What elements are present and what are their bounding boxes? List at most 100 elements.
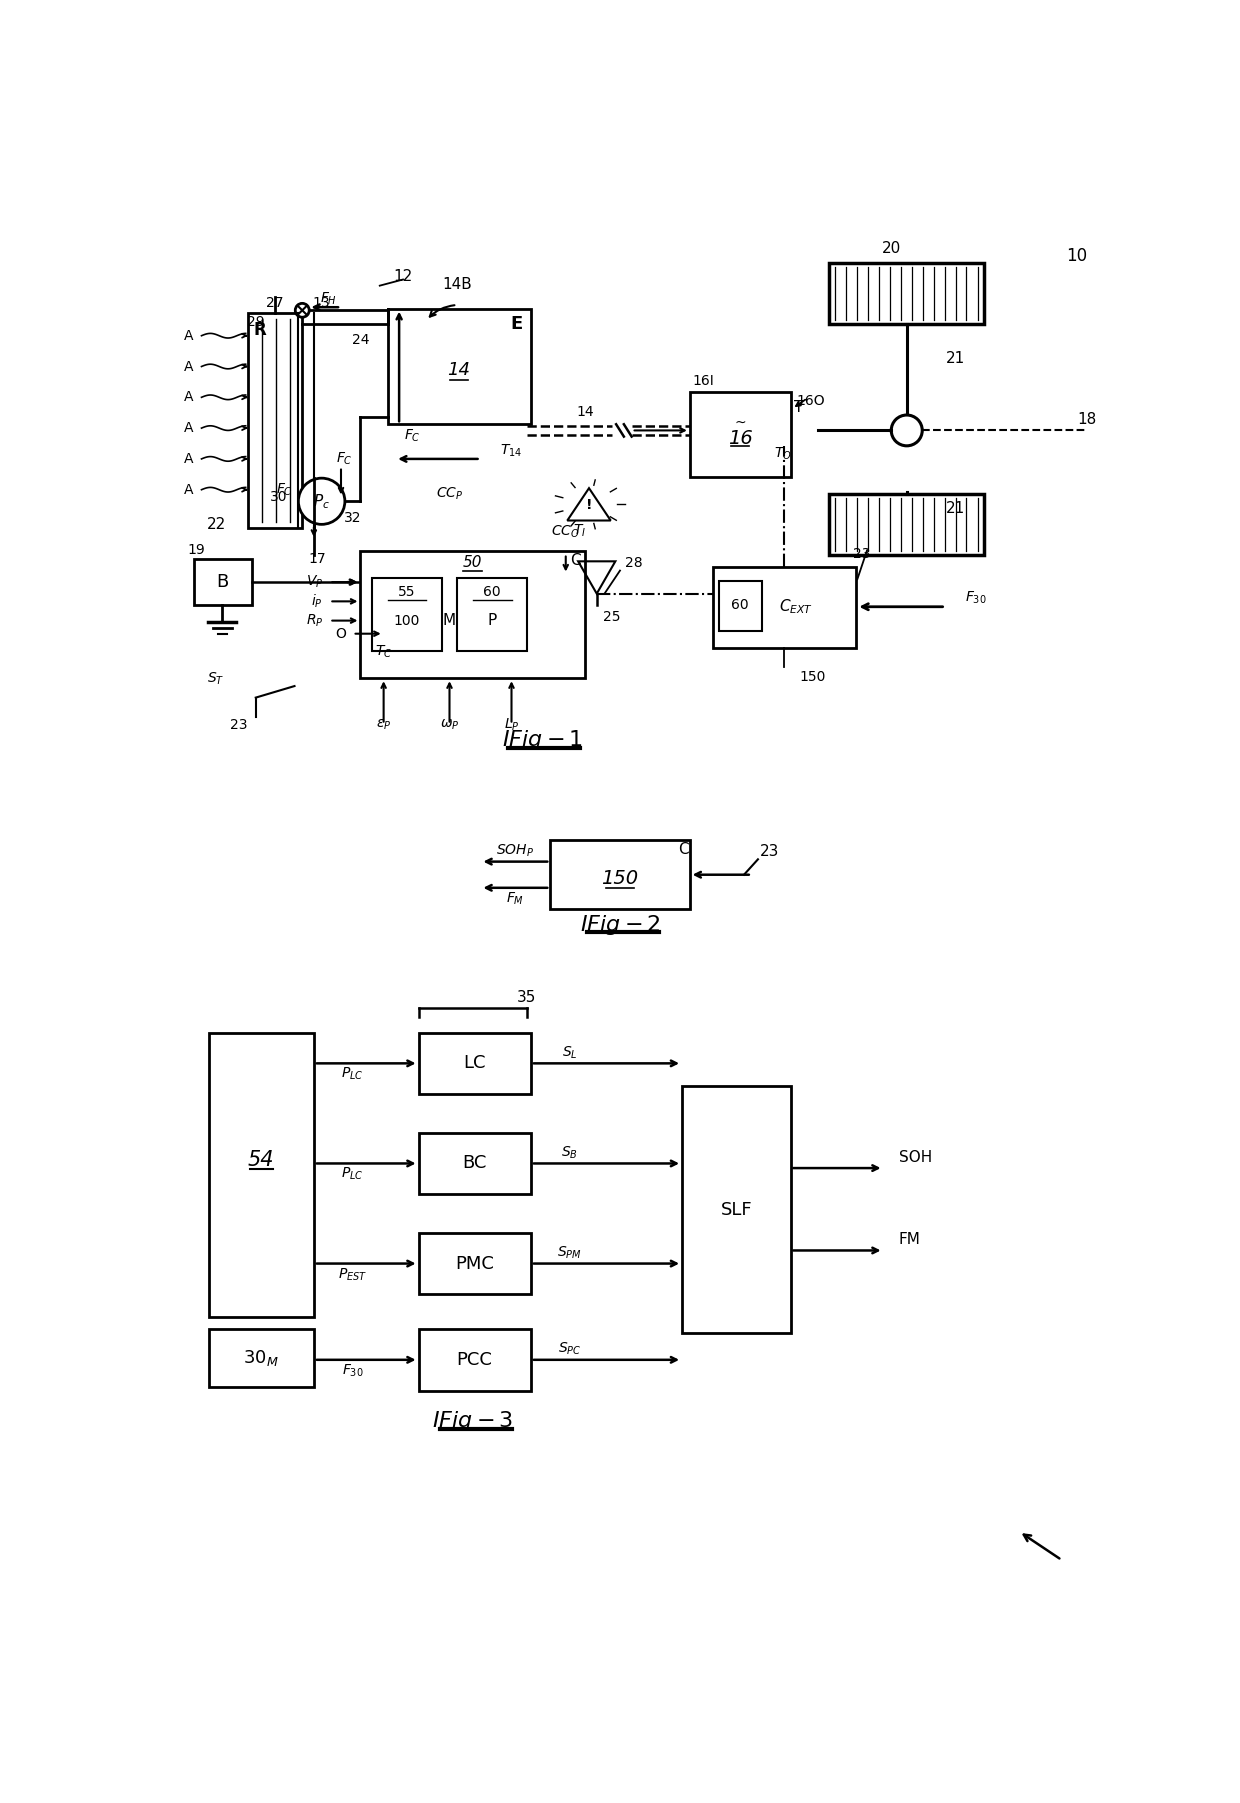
Text: $P_c$: $P_c$ [314,492,330,510]
Bar [682,1087,791,1332]
Text: $S_{PM}$: $S_{PM}$ [557,1244,582,1260]
Text: $L_P$: $L_P$ [503,716,520,732]
Text: M: M [443,613,456,627]
Bar [387,308,531,424]
Text: 16I: 16I [693,375,714,388]
Text: 13: 13 [312,296,330,310]
Text: $CC_O$: $CC_O$ [552,525,580,541]
Text: C: C [678,842,689,856]
Bar [830,494,985,555]
Text: SLF: SLF [720,1201,753,1219]
Text: $\omega_P$: $\omega_P$ [440,718,459,732]
Text: $T_C$: $T_C$ [374,644,392,660]
Text: 19: 19 [187,543,206,557]
Text: 17: 17 [309,552,326,566]
Text: FM: FM [899,1231,921,1248]
Text: 54: 54 [248,1150,274,1170]
Text: 23: 23 [853,546,870,561]
Text: A: A [185,453,193,465]
Text: A: A [185,483,193,496]
Text: A: A [185,422,193,435]
Text: $C_{EXT}$: $C_{EXT}$ [779,597,813,617]
Text: 25: 25 [603,609,620,624]
Text: 24: 24 [352,332,370,346]
Bar [551,840,689,909]
Text: $P_{LC}$: $P_{LC}$ [341,1167,363,1183]
Bar [713,566,857,647]
Text: $R_P$: $R_P$ [306,613,324,629]
Circle shape [892,415,923,445]
Text: !: ! [585,498,593,512]
Text: $P_{LC}$: $P_{LC}$ [341,1066,363,1082]
Bar [210,1329,314,1387]
Text: SOH: SOH [899,1150,932,1165]
Bar [689,391,791,476]
Text: $F_H$: $F_H$ [320,290,337,307]
Bar [361,552,585,678]
Text: $F_C$: $F_C$ [277,481,293,498]
Text: B: B [216,573,228,591]
Bar [419,1233,531,1295]
Text: $F_C$: $F_C$ [404,427,420,444]
Bar [458,579,527,651]
Text: 28: 28 [625,555,642,570]
Text: 29: 29 [247,316,264,328]
Text: $30_M$: $30_M$ [243,1347,279,1367]
Circle shape [295,303,309,317]
Text: $T_I$: $T_I$ [573,523,587,539]
Text: $IFig-1$: $IFig-1$ [502,728,583,752]
Bar [193,559,252,606]
Text: PCC: PCC [456,1350,492,1368]
Text: 150: 150 [601,869,639,889]
Text: 12: 12 [393,269,413,283]
Text: ~: ~ [734,416,746,429]
Bar [419,1132,531,1194]
Bar [830,263,985,325]
Text: 21: 21 [945,501,965,516]
Text: 150: 150 [800,671,826,683]
Text: 18: 18 [1078,413,1096,427]
Text: $IFig-2$: $IFig-2$ [579,912,661,938]
Bar [419,1329,531,1390]
Text: $IFig-3$: $IFig-3$ [432,1410,513,1433]
Text: O: O [336,627,346,640]
Text: T: T [795,400,804,415]
Text: LC: LC [463,1055,486,1073]
Text: $i_P$: $i_P$ [311,593,324,609]
Text: $\varepsilon_P$: $\varepsilon_P$ [376,718,392,732]
Text: $CC_P$: $CC_P$ [436,485,463,501]
Text: $SOH_P$: $SOH_P$ [496,842,534,858]
Text: 16O: 16O [797,395,826,407]
Text: 55: 55 [398,586,415,599]
Text: 20: 20 [882,242,901,256]
Text: 14B: 14B [443,276,472,292]
Text: $F_C$: $F_C$ [336,451,353,467]
Text: 14: 14 [577,406,594,418]
Text: 14: 14 [448,361,470,379]
Text: 21: 21 [945,352,965,366]
Text: $F_{30}$: $F_{30}$ [965,590,987,606]
Bar [248,312,303,528]
Text: $V_P$: $V_P$ [306,573,324,590]
Text: $T_O$: $T_O$ [774,445,791,462]
Text: 16: 16 [728,429,753,447]
Text: 50: 50 [463,555,482,570]
Text: 10: 10 [1065,247,1086,265]
Text: 60: 60 [484,586,501,599]
Text: 23: 23 [759,844,779,858]
Text: $S_L$: $S_L$ [562,1044,578,1060]
Bar [419,1033,531,1094]
Text: 27: 27 [267,296,284,310]
Circle shape [299,478,345,525]
Text: $P_{EST}$: $P_{EST}$ [339,1266,367,1282]
Text: A: A [185,389,193,404]
Text: 32: 32 [343,512,361,525]
Text: E: E [511,316,523,334]
Text: R: R [253,321,267,339]
Text: $S_{PC}$: $S_{PC}$ [558,1341,582,1358]
Text: 60: 60 [732,599,749,613]
Text: $S_B$: $S_B$ [562,1145,578,1161]
Text: A: A [185,328,193,343]
Text: 30: 30 [270,490,288,505]
Text: BC: BC [463,1154,486,1172]
